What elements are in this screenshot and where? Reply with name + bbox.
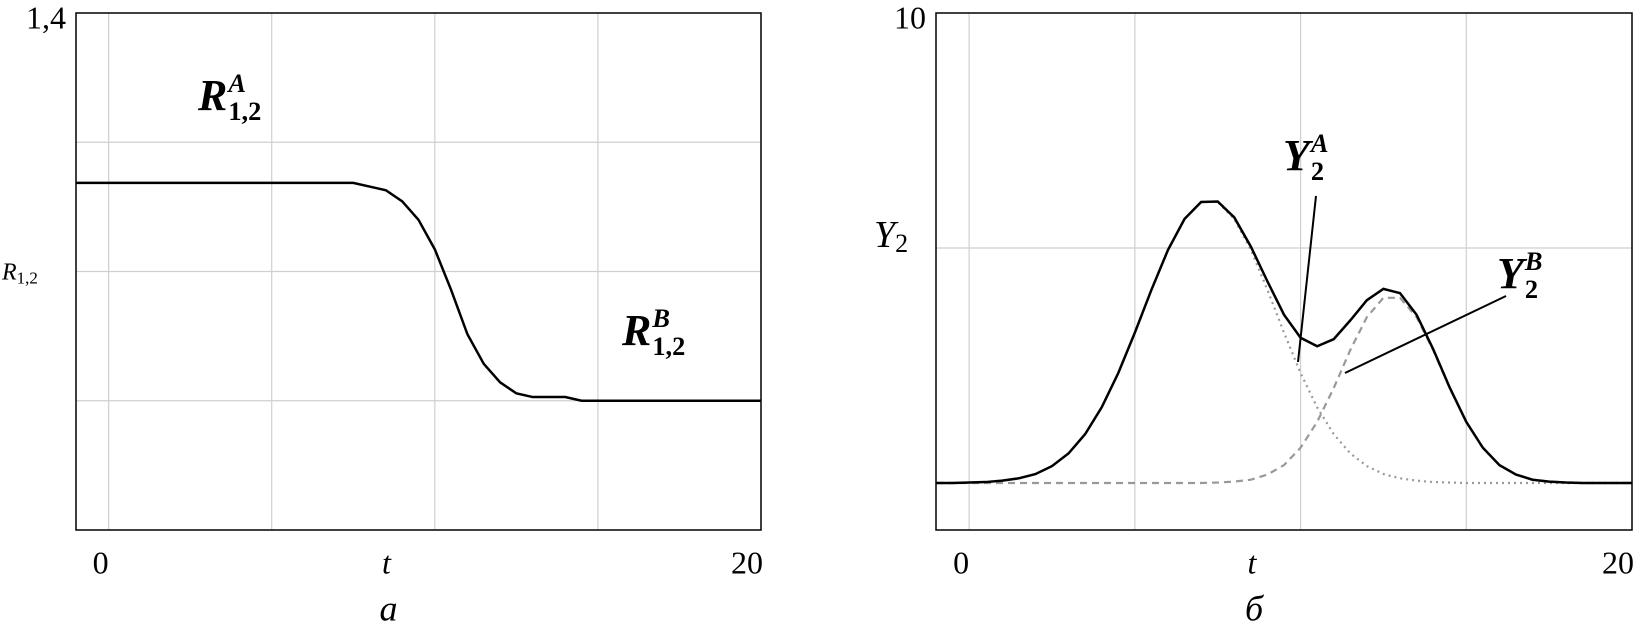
annotation-sub: 2 [1311, 156, 1324, 186]
caption: а [380, 588, 398, 628]
x-tick-label: 20 [731, 544, 763, 580]
y-axis-label-base: Y [874, 214, 899, 256]
x-tick-label: 20 [1602, 544, 1634, 580]
series-line [936, 296, 1632, 485]
leader-line [1297, 195, 1317, 363]
plot-frame [75, 12, 762, 531]
annotation-sup: A [226, 68, 246, 98]
caption: б [1245, 588, 1265, 628]
annotation-sup: B [651, 303, 670, 333]
series-line [936, 200, 1632, 485]
annotation-sup: B [1524, 246, 1543, 276]
series-line [936, 200, 1632, 485]
annotation-base: Y [1497, 249, 1528, 298]
y-tick-label: 10 [894, 0, 926, 35]
x-axis-label: t [1248, 544, 1258, 580]
y-axis-label: R1,2 [1, 259, 38, 287]
annotation-sub: 1,2 [652, 331, 685, 361]
annotation-base: Y [1283, 131, 1314, 180]
x-tick-label: 0 [93, 544, 109, 580]
y-axis-label-sub: 1,2 [17, 268, 38, 287]
series-line [76, 181, 761, 402]
y-axis-label: Y2 [874, 214, 908, 258]
annotation-sub: 1,2 [228, 96, 261, 126]
annotation-sup: A [1309, 128, 1329, 158]
y-axis-label-sub: 2 [895, 229, 908, 258]
plot-frame [935, 12, 1633, 531]
annotation-base: R [621, 306, 651, 355]
x-axis-label: t [382, 544, 392, 580]
y-axis-label-base: R [1, 259, 17, 285]
annotation-base: R [197, 71, 227, 120]
annotation-sub: 2 [1525, 274, 1538, 304]
y-tick-label: 1,4 [26, 0, 66, 35]
leader-line [1344, 295, 1507, 374]
x-tick-label: 0 [953, 544, 969, 580]
